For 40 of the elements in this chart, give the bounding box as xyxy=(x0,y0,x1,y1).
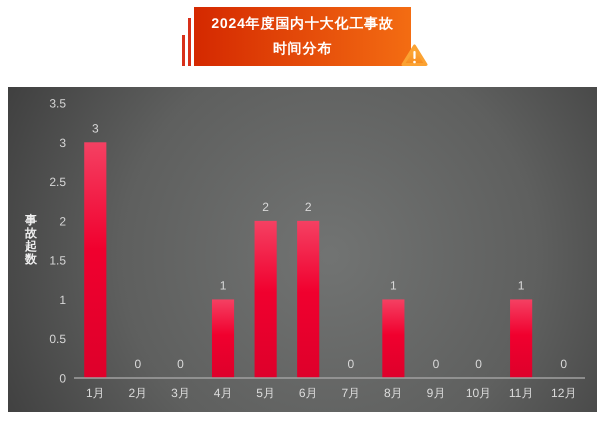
x-tick-label: 12月 xyxy=(551,386,576,400)
y-tick-label: 3 xyxy=(59,136,66,150)
data-label: 1 xyxy=(220,278,227,292)
data-label: 0 xyxy=(475,357,482,371)
data-label: 0 xyxy=(347,357,354,371)
bar xyxy=(254,220,277,378)
x-tick-label: 6月 xyxy=(298,386,318,400)
x-tick-label: 2月 xyxy=(128,386,148,400)
y-axis-title: 事故起数 xyxy=(24,213,38,266)
bar xyxy=(510,299,532,378)
bar xyxy=(297,220,320,378)
bar xyxy=(84,142,106,378)
x-tick-label: 8月 xyxy=(384,386,403,400)
x-tick-label: 10月 xyxy=(466,386,492,400)
y-tick-label: 0.5 xyxy=(49,332,66,346)
x-tick-label: 4月 xyxy=(214,386,232,400)
y-tick-label: 0 xyxy=(59,372,66,386)
data-label: 0 xyxy=(432,357,440,371)
y-tick-label: 1.5 xyxy=(49,254,66,268)
x-tick-label: 5月 xyxy=(256,386,275,400)
data-label: 1 xyxy=(518,278,525,292)
data-label: 2 xyxy=(262,200,270,214)
x-tick-label: 3月 xyxy=(171,386,190,400)
x-tick-label: 7月 xyxy=(341,386,360,400)
y-tick-label: 2.5 xyxy=(49,175,66,190)
data-label: 0 xyxy=(134,357,142,371)
x-tick-label: 1月 xyxy=(86,386,105,400)
data-label: 0 xyxy=(560,357,568,371)
y-tick-label: 3.5 xyxy=(49,96,66,110)
data-label: 1 xyxy=(390,278,398,292)
y-tick-label: 2 xyxy=(59,214,66,228)
data-label: 2 xyxy=(304,200,312,214)
y-tick-label: 1 xyxy=(59,292,66,307)
bar xyxy=(382,299,404,378)
x-tick-label: 11月 xyxy=(508,386,534,400)
chart-title: 2024年度国内十大化工事故时间分布 xyxy=(210,14,395,58)
data-label: 0 xyxy=(177,357,184,371)
bar xyxy=(212,299,234,378)
data-label: 3 xyxy=(92,121,99,136)
x-tick-label: 9月 xyxy=(426,386,446,400)
